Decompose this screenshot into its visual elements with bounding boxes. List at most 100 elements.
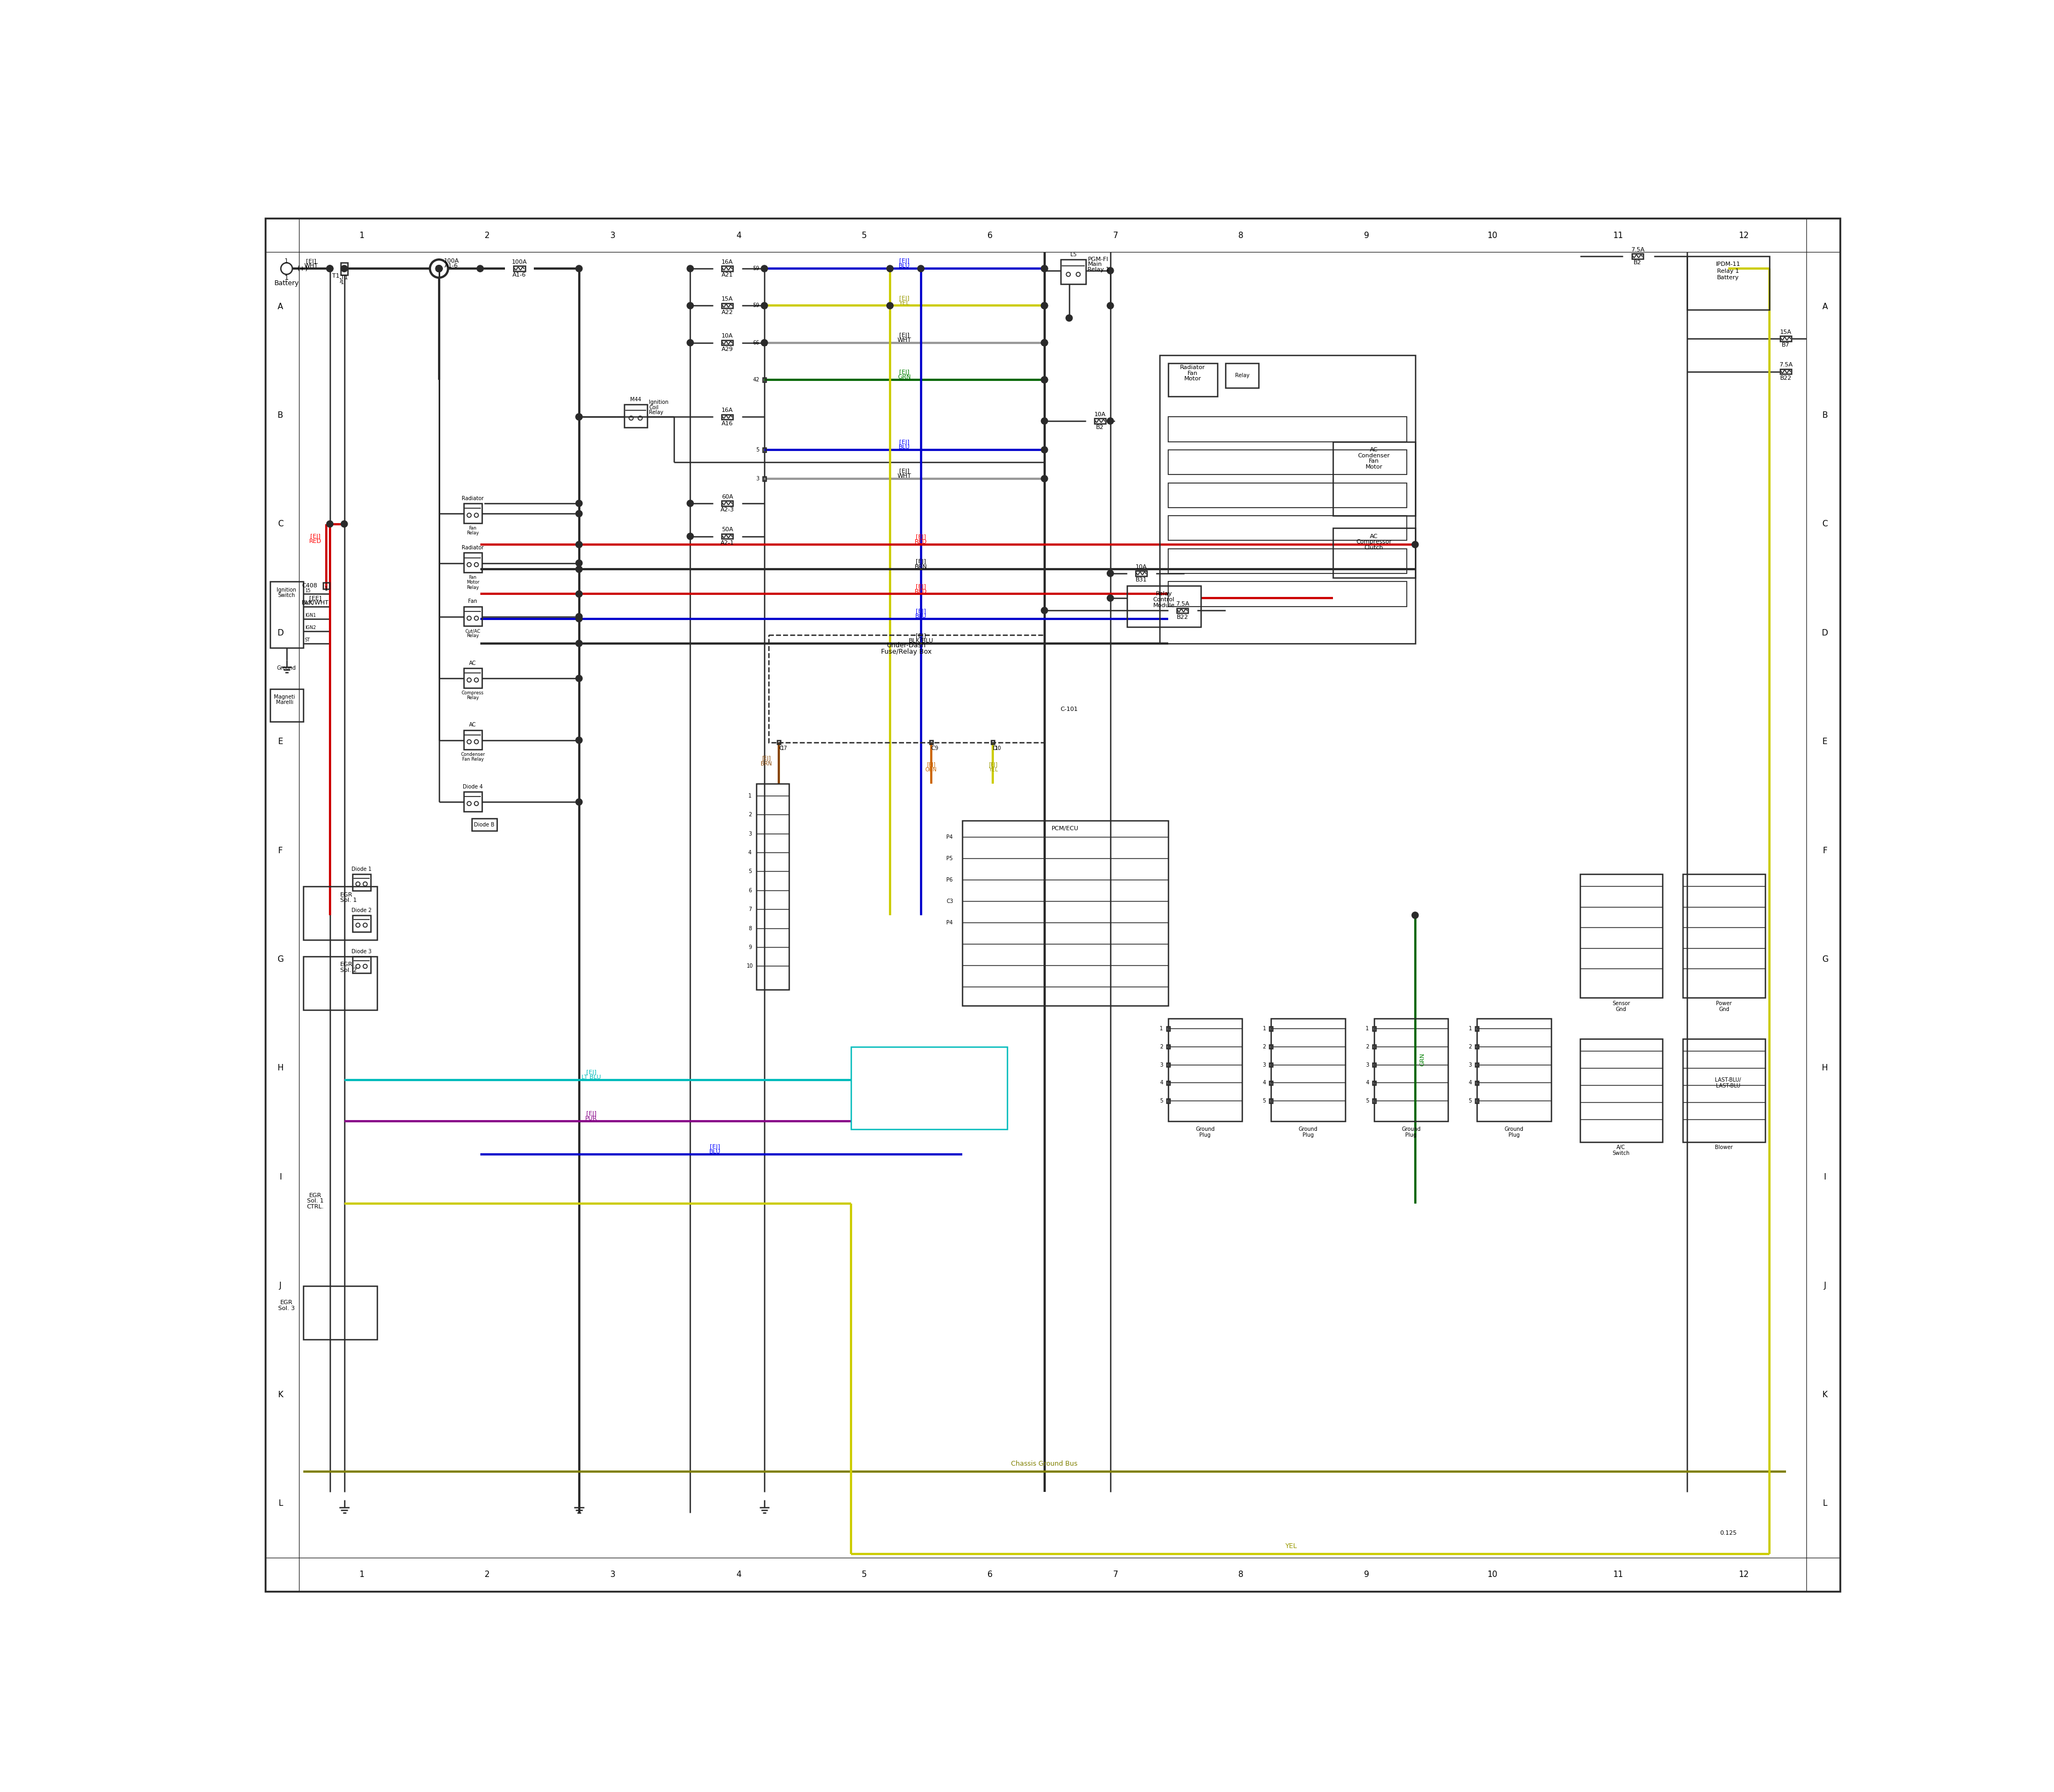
Bar [1374,1018,1448,1122]
Text: Coil: Coil [649,405,659,410]
Text: Relay: Relay [466,634,479,638]
Circle shape [1041,376,1048,383]
Text: C-101: C-101 [1060,706,1078,711]
Text: 2: 2 [748,812,752,817]
Bar [1580,874,1662,998]
Circle shape [575,591,583,597]
Circle shape [1041,339,1048,346]
Circle shape [327,265,333,272]
Text: 7: 7 [1113,1570,1117,1579]
Text: A1-6: A1-6 [511,272,526,278]
Bar [1475,1098,1479,1104]
Text: EGR: EGR [279,1299,294,1305]
Text: EGR: EGR [341,892,353,898]
Text: 1: 1 [748,794,752,799]
Circle shape [887,265,893,272]
Bar [1169,1018,1243,1122]
Text: GRN: GRN [898,375,912,380]
Text: [EJ]: [EJ] [916,584,926,590]
Text: E: E [1822,738,1828,745]
Text: 60A: 60A [721,495,733,500]
Text: E: E [277,738,283,745]
Text: D: D [1822,629,1828,636]
Text: 4: 4 [1263,1081,1265,1086]
Bar [464,606,483,625]
Text: 10A: 10A [721,333,733,339]
Bar [1167,1027,1169,1030]
Text: Main: Main [1089,262,1103,267]
Text: J: J [279,1281,281,1290]
Bar [1333,441,1415,516]
Text: 9: 9 [935,745,939,751]
Circle shape [1107,303,1113,308]
Text: 100A: 100A [511,260,528,265]
Circle shape [1411,541,1419,548]
Bar [1269,1027,1273,1030]
Text: LT BLU: LT BLU [581,1075,602,1081]
Text: 12: 12 [1738,1570,1748,1579]
Text: 12: 12 [1738,231,1748,240]
Text: Ground: Ground [277,665,296,670]
Text: BLU: BLU [900,444,910,450]
Text: 2: 2 [485,231,491,240]
Bar [1136,572,1146,575]
Circle shape [575,640,583,647]
Circle shape [1411,912,1419,919]
Text: 3: 3 [748,831,752,837]
Text: [EJ]: [EJ] [585,1111,596,1116]
Text: EGR: EGR [341,962,353,968]
Text: (+): (+) [298,265,308,272]
Text: 3: 3 [1469,1063,1473,1068]
Circle shape [435,265,442,272]
Bar [1372,1098,1376,1104]
Text: 0.125: 0.125 [1719,1530,1736,1536]
Text: [EJ]: [EJ] [711,1143,721,1149]
Text: BLU: BLU [709,1149,721,1154]
Text: 1: 1 [359,231,364,240]
Circle shape [686,265,694,272]
Bar [472,819,497,831]
Text: B22: B22 [1177,615,1189,620]
Text: Under-Dash: Under-Dash [887,642,926,649]
Text: 5: 5 [756,448,760,453]
Text: Compressor: Compressor [1356,539,1393,545]
Text: B: B [1822,412,1828,419]
Text: 9: 9 [1364,231,1370,240]
Text: 5: 5 [863,231,867,240]
Bar [1169,482,1407,507]
Text: [EJ]: [EJ] [900,468,910,473]
Text: Compress: Compress [462,690,485,695]
Text: Fuse/Relay Box: Fuse/Relay Box [881,649,933,656]
Circle shape [327,265,333,272]
Text: Battery: Battery [1717,274,1740,280]
Circle shape [1041,303,1048,308]
Text: 10: 10 [994,745,1002,751]
Text: Relay: Relay [466,584,479,590]
Text: WHT: WHT [898,473,912,478]
Circle shape [1107,595,1113,602]
Text: [EJ]: [EJ] [900,439,910,444]
Circle shape [575,737,583,744]
Text: ACC: ACC [304,600,314,606]
Text: Diode 4: Diode 4 [462,785,483,790]
Text: 10: 10 [1487,1570,1497,1579]
Text: 2: 2 [1161,1045,1163,1050]
Text: 5: 5 [1366,1098,1368,1104]
Circle shape [1041,607,1048,613]
Text: Sol. 1: Sol. 1 [341,898,357,903]
Text: Plug: Plug [1508,1133,1520,1138]
Text: Diode B: Diode B [474,823,495,828]
Bar [514,267,526,271]
Text: Module: Module [1152,602,1175,607]
Text: Relay: Relay [466,530,479,536]
Text: 3: 3 [1366,1063,1368,1068]
Bar [1226,364,1259,389]
Text: YEL: YEL [1286,1543,1298,1550]
Text: K: K [1822,1391,1828,1398]
Text: L5: L5 [1070,253,1076,258]
Text: G: G [277,955,283,964]
Bar [1169,418,1407,441]
Text: Plug: Plug [1200,1133,1210,1138]
Bar [1169,450,1407,475]
Text: [EJ]: [EJ] [988,762,998,767]
